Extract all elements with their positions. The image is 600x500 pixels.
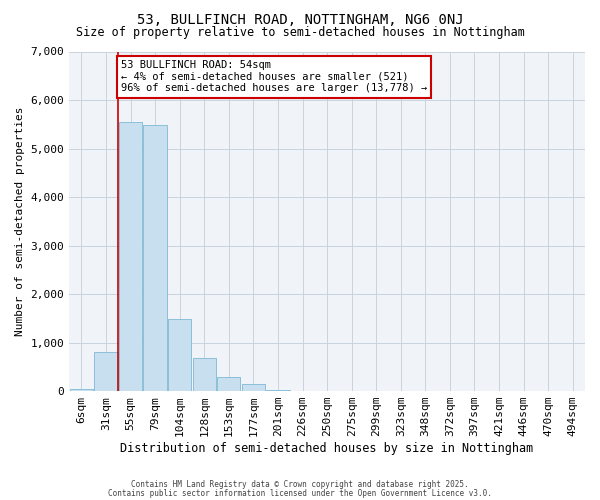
Bar (242, 384, 265, 391)
Text: Contains public sector information licensed under the Open Government Licence v3: Contains public sector information licen… (108, 488, 492, 498)
Text: 53 BULLFINCH ROAD: 54sqm
← 4% of semi-detached houses are smaller (521)
96% of s: 53 BULLFINCH ROAD: 54sqm ← 4% of semi-de… (121, 60, 427, 94)
X-axis label: Distribution of semi-detached houses by size in Nottingham: Distribution of semi-detached houses by … (121, 442, 534, 455)
Bar (168, 320, 191, 391)
Bar (94, 352, 118, 391)
Y-axis label: Number of semi-detached properties: Number of semi-detached properties (15, 106, 25, 336)
Text: Contains HM Land Registry data © Crown copyright and database right 2025.: Contains HM Land Registry data © Crown c… (131, 480, 469, 489)
Bar (266, 390, 290, 391)
Text: Size of property relative to semi-detached houses in Nottingham: Size of property relative to semi-detach… (76, 26, 524, 39)
Bar (70, 388, 93, 391)
Text: 53, BULLFINCH ROAD, NOTTINGHAM, NG6 0NJ: 53, BULLFINCH ROAD, NOTTINGHAM, NG6 0NJ (137, 12, 463, 26)
Bar (217, 377, 241, 391)
Bar (119, 122, 142, 391)
Bar (193, 358, 216, 391)
Bar (143, 125, 167, 391)
